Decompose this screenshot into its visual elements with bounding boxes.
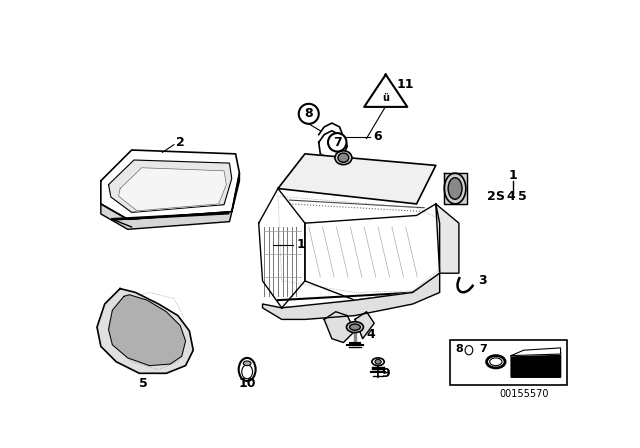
- Ellipse shape: [349, 324, 360, 330]
- Text: 2: 2: [176, 136, 184, 149]
- Text: 5: 5: [518, 190, 527, 202]
- Polygon shape: [364, 74, 407, 107]
- Text: 8: 8: [305, 108, 313, 121]
- Polygon shape: [118, 168, 227, 211]
- Ellipse shape: [465, 345, 473, 355]
- Circle shape: [328, 133, 346, 151]
- Polygon shape: [511, 353, 561, 377]
- Text: 7: 7: [333, 136, 342, 149]
- Circle shape: [299, 104, 319, 124]
- Ellipse shape: [375, 359, 381, 364]
- Polygon shape: [305, 204, 440, 300]
- Bar: [450, 340, 566, 385]
- Ellipse shape: [490, 358, 502, 366]
- Text: 1: 1: [508, 169, 517, 182]
- Text: 2: 2: [487, 190, 495, 202]
- Polygon shape: [101, 150, 239, 220]
- Text: 9: 9: [381, 367, 390, 380]
- Text: S: S: [495, 190, 504, 202]
- Text: 1: 1: [297, 238, 305, 251]
- Polygon shape: [109, 295, 186, 366]
- Text: 4: 4: [507, 190, 516, 202]
- Ellipse shape: [335, 151, 352, 165]
- Ellipse shape: [346, 322, 364, 332]
- Polygon shape: [436, 204, 459, 273]
- Text: 00155570: 00155570: [499, 389, 549, 399]
- Ellipse shape: [239, 358, 255, 381]
- Polygon shape: [259, 189, 305, 308]
- Ellipse shape: [338, 153, 349, 162]
- Polygon shape: [109, 160, 232, 212]
- Ellipse shape: [448, 178, 462, 199]
- Text: 3: 3: [477, 275, 486, 288]
- Text: 6: 6: [374, 130, 382, 143]
- Polygon shape: [101, 173, 239, 229]
- Ellipse shape: [444, 173, 466, 204]
- Polygon shape: [444, 173, 467, 204]
- Ellipse shape: [243, 361, 251, 366]
- Text: 8: 8: [455, 344, 463, 353]
- Polygon shape: [97, 289, 193, 373]
- Text: ü: ü: [382, 93, 389, 103]
- Text: 11: 11: [396, 78, 413, 91]
- Text: 5: 5: [139, 377, 148, 390]
- Polygon shape: [262, 273, 440, 319]
- Text: 7: 7: [479, 344, 488, 353]
- Polygon shape: [355, 312, 374, 339]
- Polygon shape: [278, 154, 436, 204]
- Polygon shape: [324, 312, 355, 343]
- Text: 4: 4: [366, 328, 375, 341]
- Text: 10: 10: [239, 377, 256, 390]
- Ellipse shape: [372, 358, 384, 366]
- Polygon shape: [511, 348, 561, 356]
